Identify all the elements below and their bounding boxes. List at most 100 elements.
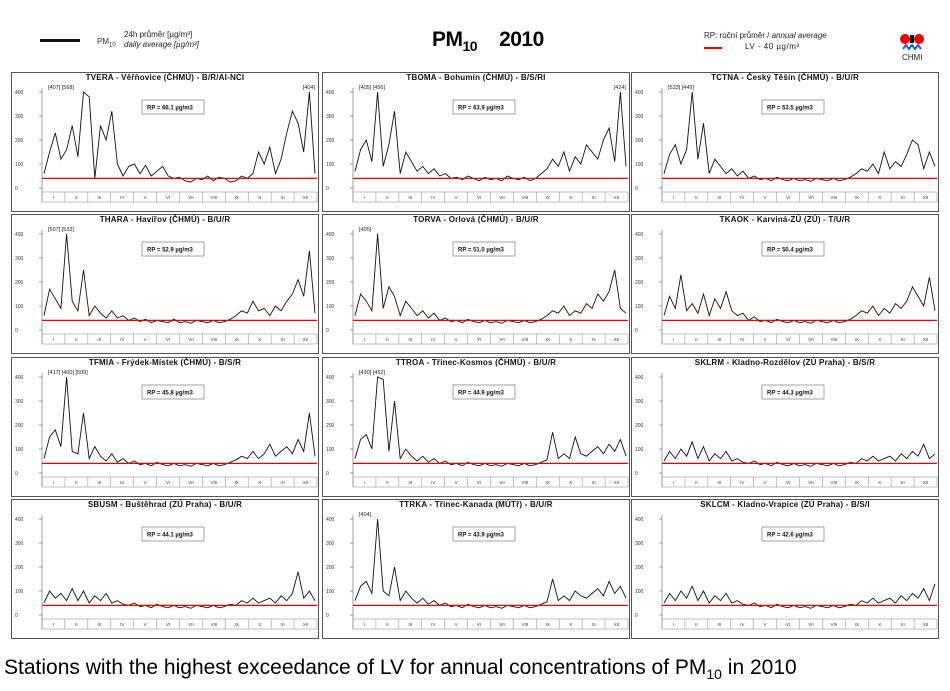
y-tick-label: 100 (15, 304, 24, 310)
x-tick-label: II (695, 480, 698, 485)
x-tick-label: I (53, 195, 54, 200)
y-tick-label: 100 (635, 304, 644, 310)
x-tick-label: IV (431, 480, 435, 485)
y-tick-label: 400 (635, 517, 644, 523)
x-tick-label: VI (786, 337, 790, 342)
legend-series-line (40, 39, 80, 42)
x-tick-label: II (695, 195, 698, 200)
x-tick-label: I (364, 622, 365, 627)
station-title: THARA - Havířov (ČHMÚ) - B/U/R (99, 215, 231, 224)
x-tick-label: XI (280, 337, 284, 342)
x-tick-label: XI (900, 337, 904, 342)
station-panel: TTRKA - Třinec-Kanada (MÚTř) - B/U/R 0 100… (322, 499, 630, 639)
x-tick-label: XI (900, 480, 904, 485)
x-tick-label: IX (546, 622, 550, 627)
y-tick-label: 200 (635, 423, 644, 429)
rp-annual-average: RP = 43.9 µg/m3 (458, 533, 505, 539)
station-panel: SKLCM - Kladno-Vrapice (ZÚ Praha) - B/S/… (631, 499, 939, 639)
logo-text: CHMI (902, 53, 923, 62)
y-tick-label: 200 (15, 565, 24, 571)
y-tick-label: 0 (15, 328, 18, 334)
title-year: 2010 (499, 28, 544, 51)
x-tick-label: II (695, 337, 698, 342)
rp-box (761, 99, 825, 115)
x-tick-label: VII (808, 622, 814, 627)
y-tick-label: 300 (326, 114, 335, 120)
x-tick-label: V (764, 480, 767, 485)
x-tick-label: VI (786, 195, 790, 200)
x-tick-label: V (144, 337, 147, 342)
x-tick-label: III (97, 337, 101, 342)
y-tick-label: 100 (15, 589, 24, 595)
x-tick-label: I (673, 480, 674, 485)
x-tick-label: II (386, 480, 389, 485)
x-tick-label: IV (120, 337, 124, 342)
x-tick-label: IV (120, 480, 124, 485)
station-title: TORVA - Orlová (ČHMÚ) - B/U/R (413, 215, 539, 224)
x-tick-label: VI (166, 195, 170, 200)
pm10-series-line (43, 571, 316, 609)
x-tick-label: X (258, 195, 261, 200)
caption-tail: in 2010 (721, 656, 797, 679)
peak-label-left: [407] [568] (48, 85, 74, 91)
y-tick-label: 300 (635, 114, 644, 120)
x-tick-label: XI (591, 480, 595, 485)
peak-label-left: [405] [456] (359, 85, 385, 91)
x-tick-label: III (717, 195, 721, 200)
station-title: TKAOK - Karviná-ZÚ (ZÚ) - T/U/R (719, 215, 851, 224)
x-tick-label: III (97, 622, 101, 627)
x-tick-label: VII (499, 195, 505, 200)
x-tick-label: VI (166, 337, 170, 342)
x-tick-label: IX (235, 480, 239, 485)
x-tick-label: II (75, 337, 78, 342)
y-tick-label: 400 (635, 232, 644, 238)
x-tick-label: V (144, 622, 147, 627)
x-tick-label: VI (477, 337, 481, 342)
x-tick-label: IV (431, 337, 435, 342)
x-tick-label: IV (120, 195, 124, 200)
station-title: TTRKA - Třinec-Kanada (MÚTř) - B/U/R (399, 500, 553, 509)
rp-box (452, 384, 516, 400)
rp-annual-average: RP = 66.1 µg/m3 (147, 106, 194, 112)
x-tick-label: II (386, 622, 389, 627)
x-tick-label: III (97, 195, 101, 200)
rp-annual-average: RP = 50.4 µg/m3 (767, 248, 814, 254)
peak-label-left: [417] [400] [509] (48, 370, 88, 376)
x-tick-label: XI (900, 622, 904, 627)
y-tick-label: 200 (326, 280, 335, 286)
x-tick-label: X (878, 622, 881, 627)
peak-label-left: [507] [533] (48, 227, 74, 233)
y-tick-label: 300 (635, 541, 644, 547)
y-tick-label: 200 (326, 565, 335, 571)
y-tick-label: 0 (326, 328, 329, 334)
x-tick-label: X (258, 622, 261, 627)
rp-box (141, 99, 205, 115)
y-tick-label: 300 (15, 541, 24, 547)
x-tick-label: I (364, 337, 365, 342)
y-tick-label: 100 (326, 447, 335, 453)
y-tick-label: 200 (635, 280, 644, 286)
x-tick-label: VIII (521, 195, 528, 200)
x-tick-label: II (695, 622, 698, 627)
x-tick-label: I (364, 195, 365, 200)
y-tick-label: 0 (326, 471, 329, 477)
x-tick-label: IX (855, 195, 859, 200)
y-tick-label: 200 (15, 138, 24, 144)
y-tick-label: 400 (15, 375, 24, 381)
rp-box (452, 99, 516, 115)
legend-pm: PM (97, 37, 109, 46)
x-tick-label: V (455, 337, 458, 342)
x-tick-label: X (569, 195, 572, 200)
legend-en: daily average [µg/m³] (124, 40, 199, 49)
x-tick-label: XI (591, 337, 595, 342)
x-tick-label: VII (499, 622, 505, 627)
x-tick-label: III (408, 480, 412, 485)
x-tick-label: VII (188, 195, 194, 200)
caption-text: Stations with the highest exceedance of … (4, 656, 707, 679)
x-tick-label: IV (740, 622, 744, 627)
